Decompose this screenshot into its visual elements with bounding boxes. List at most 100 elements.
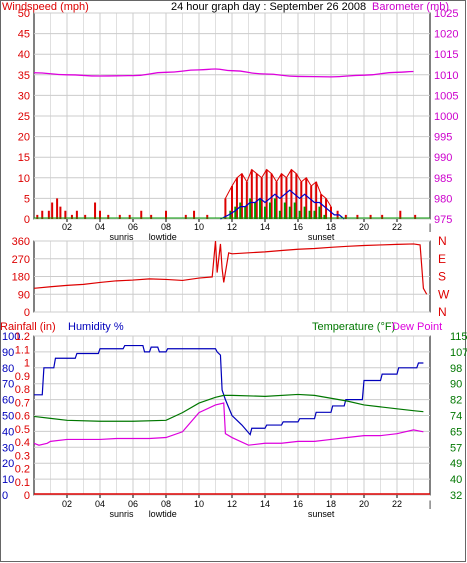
sun-bar (244, 206, 247, 219)
gust-line (220, 189, 345, 220)
wind-bar (381, 214, 384, 219)
wind-y-tick-label: 15 (18, 152, 30, 164)
barometer-line (33, 68, 414, 78)
wind-bar (94, 202, 97, 219)
humidity-y-tick-label: 40 (2, 426, 14, 438)
temperature-y-tick-label: 98 (450, 363, 462, 375)
top-x-tick-label: 12 (227, 222, 237, 232)
rainfall-y-tick-label: 1 (24, 358, 30, 370)
bottom-x-tick-end: | (429, 499, 431, 509)
wind-bar (84, 214, 87, 219)
wind-bar (56, 198, 59, 219)
baro-y-tick-label: 1010 (434, 70, 458, 82)
wind-bar (47, 210, 50, 219)
sun-bar (264, 206, 266, 219)
lowtide-marker-top: lowtide (149, 232, 177, 242)
top-x-tick-label: 02 (62, 222, 72, 232)
wind-y-tick-label: 40 (18, 49, 30, 61)
direction-y-tick-label: 90 (18, 289, 30, 301)
wind-bar (275, 181, 278, 219)
wind-y-tick-label: 20 (18, 132, 30, 144)
sun-bar (249, 198, 252, 219)
baro-y-tick-label: 995 (434, 132, 452, 144)
humidity-y-tick-label: 10 (2, 474, 14, 486)
humidity-y-tick-label: 60 (2, 395, 14, 407)
temperature-y-tick-label: 57 (450, 442, 462, 454)
humidity-axis-title: Humidity % (68, 321, 124, 333)
rainfall-y-tick-label: 1.1 (15, 344, 30, 356)
sunset-marker-bottom: sunset (308, 509, 335, 519)
temperature-y-tick-label: 65 (450, 426, 462, 438)
wind-bar (231, 186, 233, 219)
rainfall-y-tick-label: 0.6 (15, 411, 30, 423)
baro-y-tick-label: 1005 (434, 90, 458, 102)
wind-bar (310, 186, 313, 219)
humidity-y-tick-label: 80 (2, 363, 14, 375)
wind-bar (165, 210, 167, 219)
sunset-marker-top: sunset (308, 232, 335, 242)
bottom-x-tick-label: 06 (128, 499, 138, 509)
sun-bar (259, 198, 262, 219)
humidity-y-tick-label: 70 (2, 379, 14, 391)
rainfall-y-tick-label: 0.4 (15, 437, 30, 449)
wind-bar (41, 210, 44, 219)
direction-y-tick-label: 270 (12, 254, 30, 266)
wind-bar (99, 210, 101, 219)
wind-bar (235, 177, 238, 219)
baro-y-tick-label: 1025 (434, 8, 458, 20)
rainfall-y-tick-label: 0.9 (15, 371, 30, 383)
sun-bar (283, 202, 286, 219)
wind-bar (255, 173, 258, 219)
sun-bar (229, 210, 232, 219)
bottom-x-tick-label: 10 (194, 499, 204, 509)
wind-direction-line (33, 240, 428, 295)
wind-y-tick-label: 45 (18, 29, 30, 41)
temperature-y-tick-label: 115 (450, 331, 467, 343)
dewpoint-line (33, 402, 424, 446)
wind-y-tick-label: 10 (18, 173, 30, 185)
wind-bar (51, 202, 54, 219)
wind-y-tick-label: 25 (18, 111, 30, 123)
wind-bar (36, 214, 39, 219)
bottom-x-tick-label: 02 (62, 499, 72, 509)
sun-bar (308, 210, 311, 219)
windspeed-axis-title: Windspeed (mph) (2, 1, 89, 13)
bottom-x-tick-label: 22 (392, 499, 402, 509)
temperature-y-tick-label: 90 (450, 379, 462, 391)
sun-bar (268, 202, 271, 219)
wind-bar (399, 210, 402, 219)
sun-bar (323, 214, 326, 219)
rainfall-y-tick-label: 0.2 (15, 464, 30, 476)
baro-y-tick-label: 990 (434, 152, 452, 164)
direction-right-label: E (438, 252, 446, 266)
rainfall-y-tick-label: 1.2 (15, 331, 30, 343)
top-x-tick-label: 20 (359, 222, 369, 232)
bottom-x-tick-label: 20 (359, 499, 369, 509)
top-x-tick-end: | (429, 222, 431, 232)
wind-bar (150, 214, 153, 219)
wind-bar (356, 214, 359, 219)
wind-y-tick-label: 35 (18, 70, 30, 82)
top-x-tick-label: 22 (392, 222, 402, 232)
wind-bar (305, 177, 308, 219)
wind-bar (224, 198, 227, 219)
wind-bar (344, 214, 347, 219)
baro-y-tick-label: 1020 (434, 29, 458, 41)
humidity-y-tick-label: 100 (2, 331, 20, 343)
temperature-y-tick-label: 49 (450, 458, 462, 470)
wind-y-tick-label: 0 (24, 214, 30, 226)
sun-bar (288, 206, 291, 219)
wind-bar (414, 214, 417, 219)
wind-bar (59, 206, 62, 219)
wind-envelope-line (224, 168, 332, 207)
rainfall-axis-title: Rainfall (in) (0, 321, 56, 333)
wind-y-tick-label: 5 (24, 193, 30, 205)
wind-bar (128, 214, 131, 219)
wind-bar (64, 210, 67, 219)
humidity-y-tick-label: 50 (2, 411, 14, 423)
sunrise-marker-top: sunris (109, 232, 134, 242)
wind-bar (290, 169, 293, 219)
